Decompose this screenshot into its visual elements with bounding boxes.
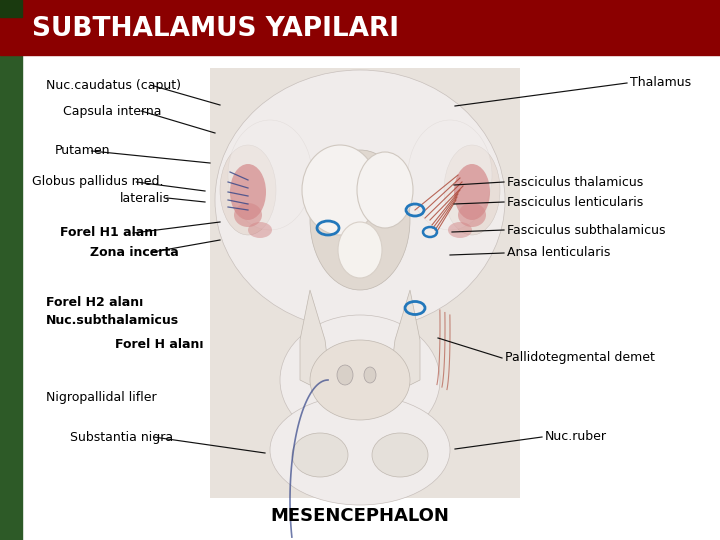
Ellipse shape <box>248 222 272 238</box>
Ellipse shape <box>292 433 348 477</box>
Text: Substantia nigra: Substantia nigra <box>70 430 173 443</box>
Ellipse shape <box>310 340 410 420</box>
Text: Nigropallidal lifler: Nigropallidal lifler <box>46 390 157 403</box>
Bar <box>210 68 520 498</box>
Text: Nuc.subthalamicus: Nuc.subthalamicus <box>46 314 179 327</box>
Ellipse shape <box>280 315 440 445</box>
Text: Fasciculus subthalamicus: Fasciculus subthalamicus <box>507 224 665 237</box>
Ellipse shape <box>448 222 472 238</box>
Ellipse shape <box>408 120 492 230</box>
Ellipse shape <box>234 203 262 227</box>
Ellipse shape <box>228 120 312 230</box>
Bar <box>0 0 22 17</box>
Ellipse shape <box>372 433 428 477</box>
Ellipse shape <box>338 222 382 278</box>
Text: Forel H2 alanı: Forel H2 alanı <box>46 295 143 308</box>
Text: Pallidotegmental demet: Pallidotegmental demet <box>505 352 655 365</box>
Text: Putamen: Putamen <box>55 145 110 158</box>
Bar <box>22 55 720 540</box>
Ellipse shape <box>230 164 266 220</box>
Bar <box>0 55 22 540</box>
Ellipse shape <box>444 145 500 235</box>
Text: lateralis: lateralis <box>120 192 170 205</box>
Text: MESENCEPHALON: MESENCEPHALON <box>271 507 449 525</box>
Ellipse shape <box>302 145 378 235</box>
Ellipse shape <box>337 365 353 385</box>
Text: Zona incerta: Zona incerta <box>90 246 179 259</box>
Ellipse shape <box>220 145 276 235</box>
Text: Ansa lenticularis: Ansa lenticularis <box>507 246 611 260</box>
Text: Thalamus: Thalamus <box>630 77 691 90</box>
PathPatch shape <box>390 290 420 390</box>
Ellipse shape <box>364 367 376 383</box>
Ellipse shape <box>310 150 410 290</box>
Text: Nuc.ruber: Nuc.ruber <box>545 430 607 443</box>
Text: Forel H alanı: Forel H alanı <box>115 339 204 352</box>
Text: Fasciculus thalamicus: Fasciculus thalamicus <box>507 176 643 188</box>
Text: SUBTHALAMUS YAPILARI: SUBTHALAMUS YAPILARI <box>32 16 399 42</box>
Ellipse shape <box>454 164 490 220</box>
Ellipse shape <box>215 70 505 330</box>
Bar <box>0 0 720 55</box>
Text: Capsula interna: Capsula interna <box>63 105 161 118</box>
Text: Fasciculus lenticularis: Fasciculus lenticularis <box>507 195 643 208</box>
Ellipse shape <box>270 395 450 505</box>
Text: Nuc.caudatus (caput): Nuc.caudatus (caput) <box>46 78 181 91</box>
Text: Globus pallidus med.: Globus pallidus med. <box>32 176 163 188</box>
Ellipse shape <box>357 152 413 228</box>
Ellipse shape <box>458 203 486 227</box>
PathPatch shape <box>300 290 330 390</box>
Text: Forel H1 alanı: Forel H1 alanı <box>60 226 157 240</box>
